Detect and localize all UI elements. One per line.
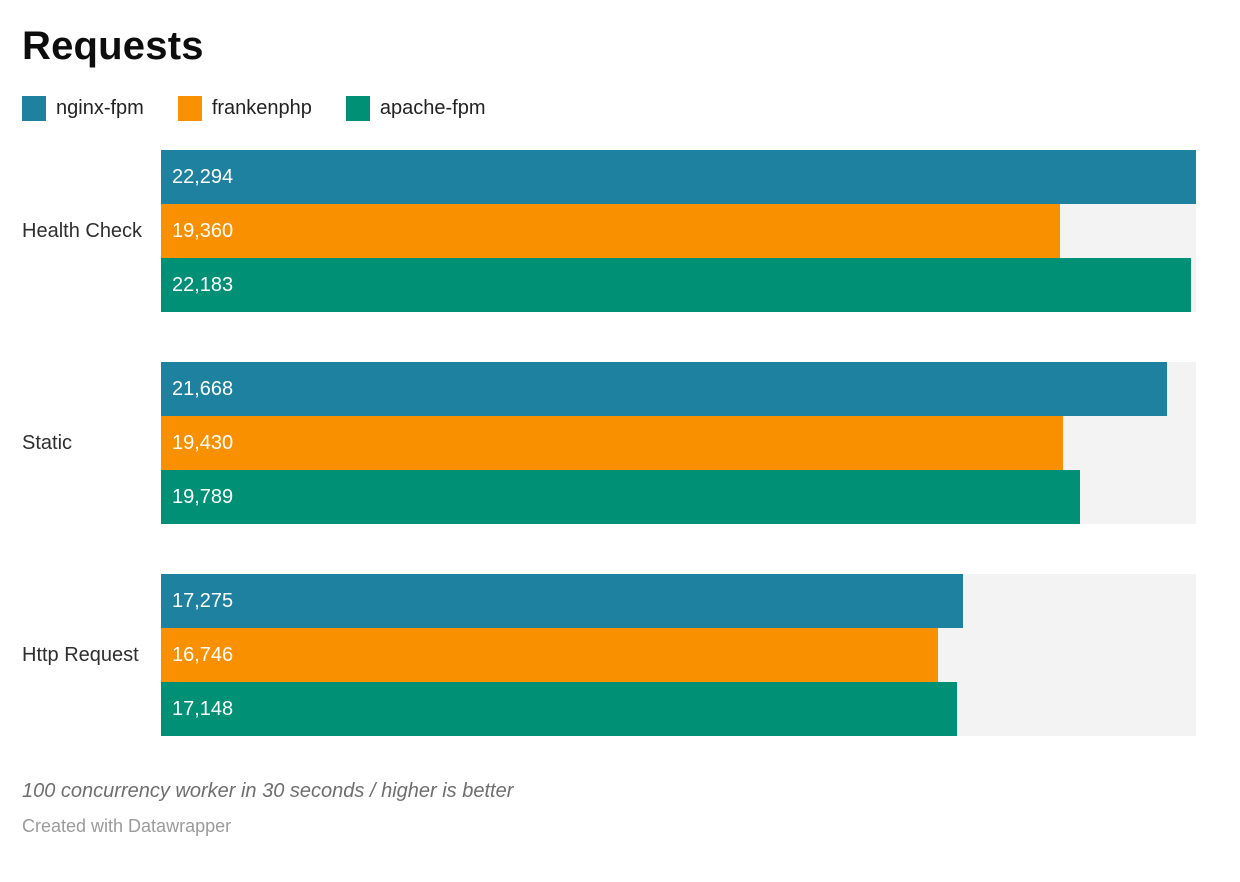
chart-title: Requests: [22, 24, 204, 68]
bar-track: 19,789: [161, 470, 1196, 524]
bar-value-label: 22,294: [172, 165, 234, 188]
plot-area: Health Check 22,294 19,360 22,183: [0, 150, 1240, 736]
bar-apache-fpm: 22,183: [161, 258, 1191, 312]
legend-swatch-icon: [345, 96, 370, 121]
legend-label: frankenphp: [211, 97, 312, 119]
bar-value-label: 16,746: [172, 643, 234, 666]
bar-value-label: 19,430: [172, 431, 234, 454]
bar-track: 21,668: [161, 362, 1196, 416]
bar-nginx-fpm: 17,275: [161, 574, 963, 628]
bar-track: 22,294: [161, 150, 1196, 204]
legend: nginx-fpm frankenphp apache-fpm: [22, 96, 1240, 121]
bar-value-label: 17,275: [172, 589, 234, 612]
bar-nginx-fpm: 22,294: [161, 150, 1196, 204]
bar-value-label: 22,183: [172, 273, 234, 296]
bar-value-label: 21,668: [172, 377, 234, 400]
bar-stack: 17,275 16,746 17,148: [161, 574, 1196, 736]
bar-group-health-check: Health Check 22,294 19,360 22,183: [0, 150, 1240, 312]
bar-group-static: Static 21,668 19,430 19,789: [0, 362, 1240, 524]
bar-stack: 21,668 19,430 19,789: [161, 362, 1196, 524]
bar-track: 17,148: [161, 682, 1196, 736]
legend-swatch-icon: [177, 96, 202, 121]
bar-frankenphp: 19,360: [161, 204, 1060, 258]
datawrapper-credit: Created with Datawrapper: [22, 816, 232, 836]
bar-value-label: 19,789: [172, 485, 234, 508]
bar-frankenphp: 19,430: [161, 416, 1064, 470]
bar-frankenphp: 16,746: [161, 628, 939, 682]
bar-group-http-request: Http Request 17,275 16,746 17,148: [0, 574, 1240, 736]
legend-item-frankenphp: frankenphp: [177, 96, 312, 121]
bar-value-label: 17,148: [172, 697, 234, 720]
bar-track: 22,183: [161, 258, 1196, 312]
category-label-cell: Static: [0, 362, 161, 524]
bar-nginx-fpm: 21,668: [161, 362, 1167, 416]
legend-swatch-icon: [22, 96, 46, 121]
legend-item-apache-fpm: apache-fpm: [345, 96, 486, 121]
category-label-cell: Health Check: [0, 150, 161, 312]
bar-value-label: 19,360: [172, 219, 234, 242]
category-label: Health Check: [22, 219, 143, 242]
bar-track: 19,360: [161, 204, 1196, 258]
bar-apache-fpm: 17,148: [161, 682, 958, 736]
legend-label: nginx-fpm: [56, 97, 144, 119]
category-label: Static: [22, 431, 73, 454]
bar-track: 17,275: [161, 574, 1196, 628]
legend-item-nginx-fpm: nginx-fpm: [22, 96, 144, 121]
bar-track: 16,746: [161, 628, 1196, 682]
chart-container: Requests nginx-fpm frankenphp apache-fpm…: [0, 22, 1240, 882]
bar-stack: 22,294 19,360 22,183: [161, 150, 1196, 312]
bar-apache-fpm: 19,789: [161, 470, 1080, 524]
category-label-cell: Http Request: [0, 574, 161, 736]
category-label: Http Request: [22, 643, 139, 666]
legend-label: apache-fpm: [379, 97, 486, 119]
bar-track: 19,430: [161, 416, 1196, 470]
chart-notes: 100 concurrency worker in 30 seconds / h…: [22, 780, 514, 802]
